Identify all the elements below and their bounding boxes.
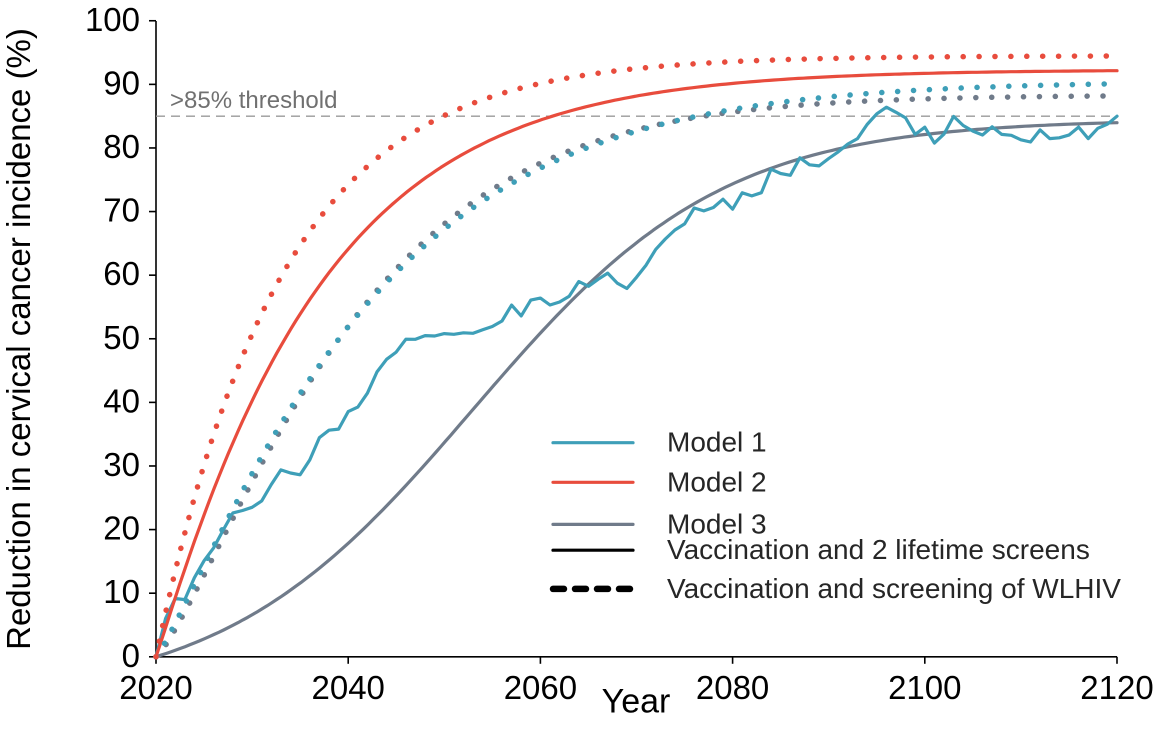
svg-text:60: 60 xyxy=(103,255,140,292)
svg-text:100: 100 xyxy=(85,1,140,38)
svg-text:Model 1: Model 1 xyxy=(667,427,767,458)
svg-text:Vaccination and screening of W: Vaccination and screening of WLHIV xyxy=(667,573,1121,604)
svg-text:2080: 2080 xyxy=(696,669,769,706)
svg-text:Model 2: Model 2 xyxy=(667,466,767,497)
svg-text:Vaccination and 2 lifetime scr: Vaccination and 2 lifetime screens xyxy=(667,534,1090,565)
svg-text:40: 40 xyxy=(103,382,140,419)
svg-text:50: 50 xyxy=(103,319,140,356)
svg-text:2100: 2100 xyxy=(888,669,961,706)
svg-text:2040: 2040 xyxy=(311,669,384,706)
svg-text:20: 20 xyxy=(103,510,140,547)
svg-text:80: 80 xyxy=(103,128,140,165)
svg-text:30: 30 xyxy=(103,446,140,483)
svg-text:70: 70 xyxy=(103,192,140,229)
svg-text:90: 90 xyxy=(103,64,140,101)
svg-text:2020: 2020 xyxy=(119,669,192,706)
svg-text:>85% threshold: >85% threshold xyxy=(170,87,337,114)
svg-text:2060: 2060 xyxy=(504,669,577,706)
svg-text:2120: 2120 xyxy=(1080,669,1153,706)
svg-text:10: 10 xyxy=(103,573,140,610)
